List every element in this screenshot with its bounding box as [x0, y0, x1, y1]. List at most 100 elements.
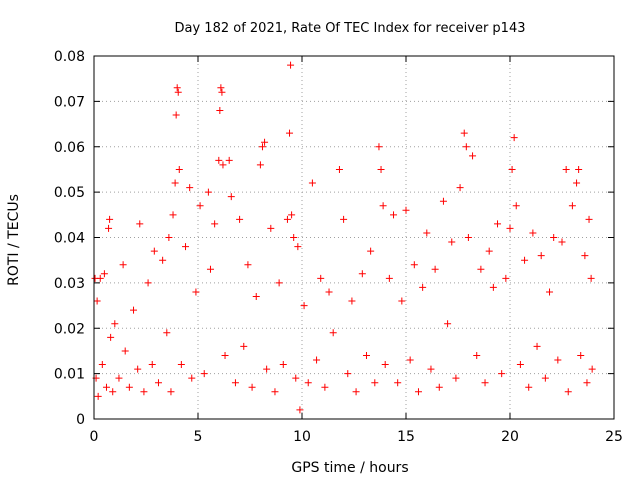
y-tick-label: 0.02	[54, 321, 85, 337]
axis-ticks: 0 5 10 15 20 25 0 0.01 0.02 0.03 0.04 0.05 0.06 0.07 0…	[54, 49, 623, 445]
x-tick-label: 20	[501, 429, 519, 445]
data-point	[381, 361, 389, 369]
data-point	[340, 215, 348, 223]
data-point	[512, 202, 520, 210]
data-point	[352, 388, 360, 396]
data-point	[134, 365, 142, 373]
data-point	[288, 211, 296, 219]
data-point	[225, 156, 233, 164]
data-point	[231, 379, 239, 387]
data-point	[362, 351, 370, 359]
data-point	[300, 302, 308, 310]
y-tick-label: 0	[76, 412, 85, 428]
data-point	[516, 361, 524, 369]
data-point	[106, 215, 114, 223]
data-point	[136, 220, 144, 228]
data-point	[93, 297, 101, 305]
data-point	[564, 388, 572, 396]
data-point	[550, 234, 558, 241]
data-point	[144, 279, 152, 287]
data-point	[150, 247, 158, 255]
data-point	[175, 165, 183, 173]
data-point	[367, 247, 375, 255]
data-point	[577, 351, 585, 359]
data-point	[525, 383, 533, 391]
data-point	[200, 370, 208, 378]
data-point	[537, 252, 545, 260]
data-point	[192, 288, 200, 296]
data-point	[215, 156, 223, 164]
data-point	[427, 365, 435, 373]
data-point	[148, 361, 156, 369]
y-tick-label: 0.08	[54, 49, 85, 65]
data-point	[107, 333, 115, 341]
data-point	[371, 379, 379, 387]
y-tick-label: 0.04	[54, 231, 85, 247]
data-point	[186, 184, 194, 192]
data-point	[216, 106, 224, 114]
data-point	[419, 283, 427, 291]
data-point	[217, 84, 225, 92]
data-point	[173, 84, 181, 92]
data-point	[460, 129, 468, 137]
y-tick-label: 0.03	[54, 276, 85, 292]
data-point	[444, 320, 452, 328]
data-point	[188, 374, 196, 382]
data-point	[494, 220, 502, 228]
data-point	[279, 361, 287, 369]
data-point	[554, 356, 562, 364]
data-point	[562, 165, 570, 173]
data-point	[121, 347, 129, 355]
data-point	[206, 265, 214, 273]
data-point	[377, 165, 385, 173]
data-point	[348, 297, 356, 305]
data-point	[100, 270, 108, 278]
data-point	[271, 388, 279, 396]
data-point	[344, 370, 352, 378]
data-point	[163, 329, 171, 337]
data-point	[240, 342, 248, 350]
y-tick-label: 0.06	[54, 140, 85, 156]
data-point	[109, 388, 117, 396]
data-points	[91, 61, 596, 414]
data-point	[358, 270, 366, 278]
data-point	[489, 283, 497, 291]
data-point	[508, 165, 516, 173]
data-point	[227, 193, 235, 201]
data-point	[159, 256, 167, 264]
data-point	[541, 374, 549, 382]
data-point	[394, 379, 402, 387]
data-point	[263, 365, 271, 373]
data-point	[414, 388, 422, 396]
data-point	[529, 229, 537, 237]
data-point	[252, 292, 260, 300]
data-point	[431, 265, 439, 273]
data-point	[130, 306, 138, 314]
data-point	[423, 229, 431, 237]
data-point	[533, 342, 541, 350]
data-point	[558, 238, 566, 246]
data-point	[502, 274, 510, 282]
data-point	[456, 184, 464, 192]
data-point	[587, 274, 595, 282]
y-tick-label: 0.01	[54, 367, 85, 383]
data-point	[375, 143, 383, 151]
data-point	[477, 265, 485, 273]
data-point	[321, 383, 329, 391]
data-point	[111, 320, 119, 328]
x-tick-label: 10	[293, 429, 311, 445]
data-point	[169, 211, 177, 219]
data-point	[275, 279, 283, 287]
data-point	[204, 188, 212, 196]
data-point	[218, 88, 226, 96]
x-axis-label: GPS time / hours	[291, 460, 408, 476]
data-point	[510, 134, 518, 142]
data-point	[105, 224, 113, 232]
data-point	[244, 261, 252, 269]
data-point	[172, 111, 180, 119]
data-point	[125, 383, 133, 391]
data-point	[485, 247, 493, 255]
data-point	[448, 238, 456, 246]
data-point	[410, 261, 418, 269]
data-point	[473, 351, 481, 359]
